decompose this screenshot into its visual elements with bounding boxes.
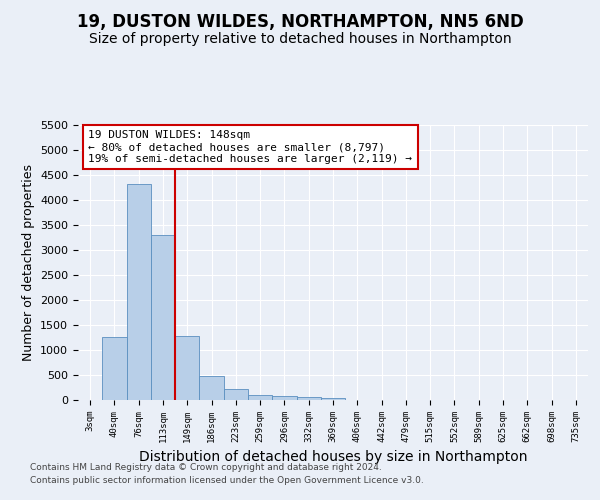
- Bar: [127, 184, 151, 400]
- X-axis label: Distribution of detached houses by size in Northampton: Distribution of detached houses by size …: [139, 450, 527, 464]
- Text: 19, DUSTON WILDES, NORTHAMPTON, NN5 6ND: 19, DUSTON WILDES, NORTHAMPTON, NN5 6ND: [77, 12, 523, 30]
- Bar: [296, 397, 321, 400]
- Bar: [321, 398, 345, 400]
- Bar: [224, 389, 248, 400]
- Bar: [248, 395, 272, 400]
- Bar: [199, 376, 224, 400]
- Y-axis label: Number of detached properties: Number of detached properties: [22, 164, 35, 361]
- Text: Size of property relative to detached houses in Northampton: Size of property relative to detached ho…: [89, 32, 511, 46]
- Text: 19 DUSTON WILDES: 148sqm
← 80% of detached houses are smaller (8,797)
19% of sem: 19 DUSTON WILDES: 148sqm ← 80% of detach…: [88, 130, 412, 164]
- Text: Contains public sector information licensed under the Open Government Licence v3: Contains public sector information licen…: [30, 476, 424, 485]
- Text: Contains HM Land Registry data © Crown copyright and database right 2024.: Contains HM Land Registry data © Crown c…: [30, 462, 382, 471]
- Bar: [102, 337, 127, 400]
- Bar: [175, 336, 199, 400]
- Bar: [151, 235, 175, 400]
- Bar: [272, 396, 296, 400]
